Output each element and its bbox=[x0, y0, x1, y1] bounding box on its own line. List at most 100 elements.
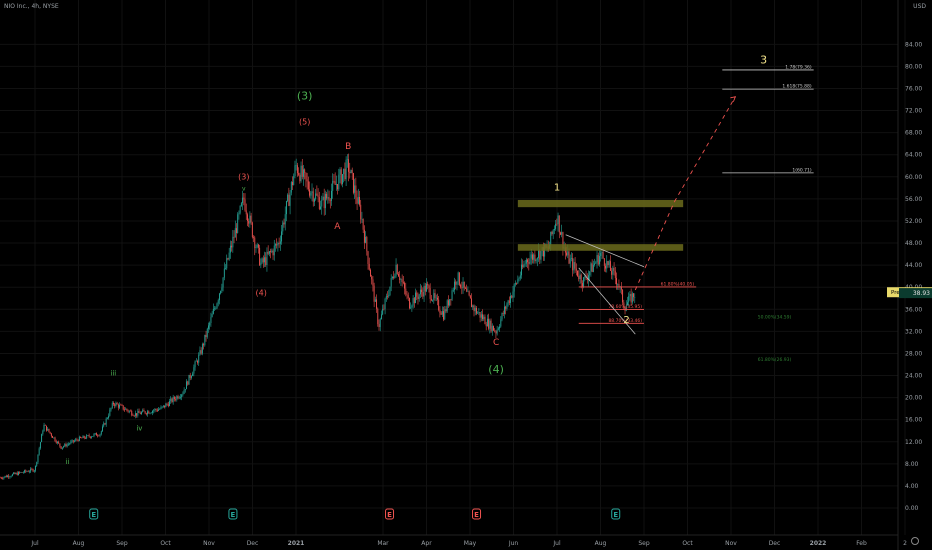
candle-body bbox=[86, 435, 88, 439]
candle-body bbox=[46, 425, 47, 431]
trend-line[interactable] bbox=[565, 234, 645, 268]
candle-body bbox=[408, 298, 410, 309]
candle-body bbox=[524, 263, 526, 265]
candle-body bbox=[273, 245, 275, 256]
candle-body bbox=[335, 184, 337, 185]
candle-body bbox=[54, 437, 56, 442]
x-tick-label: Sep bbox=[638, 540, 650, 547]
candle-body bbox=[148, 411, 150, 414]
candle-body bbox=[475, 307, 477, 314]
candle-body bbox=[211, 313, 213, 318]
candle-body bbox=[588, 275, 589, 280]
candle-body bbox=[247, 214, 248, 222]
candle-body bbox=[454, 281, 455, 291]
candle-body bbox=[355, 185, 357, 198]
candle-body bbox=[555, 223, 557, 229]
candle-body bbox=[395, 264, 397, 276]
candle-body bbox=[283, 222, 285, 225]
wave-label: (3) bbox=[297, 90, 313, 103]
candle-body bbox=[184, 389, 186, 391]
candle-body bbox=[573, 262, 575, 271]
earnings-badge[interactable] bbox=[89, 508, 99, 520]
candle-body bbox=[348, 159, 349, 172]
wave-label: ii bbox=[66, 458, 70, 466]
y-tick-label: 32.00 bbox=[905, 328, 922, 335]
candle-body bbox=[231, 245, 233, 248]
earnings-badge[interactable] bbox=[385, 508, 395, 520]
candle-body bbox=[160, 407, 162, 409]
candle-body bbox=[251, 222, 253, 238]
candle-body bbox=[266, 251, 268, 265]
candle-body bbox=[294, 165, 296, 177]
gear-icon[interactable] bbox=[911, 537, 919, 545]
candle-body bbox=[165, 403, 167, 408]
projection-line[interactable] bbox=[674, 96, 736, 202]
candle-body bbox=[301, 165, 303, 177]
candle-body bbox=[478, 312, 480, 313]
candle-body bbox=[276, 244, 278, 246]
y-tick-label: 52.00 bbox=[905, 218, 922, 225]
zone-rectangle[interactable] bbox=[517, 199, 684, 208]
candle-body bbox=[133, 415, 135, 417]
candle-body bbox=[104, 423, 106, 425]
candle-body bbox=[343, 168, 345, 175]
y-tick-label: 20.00 bbox=[905, 395, 922, 402]
earnings-badge[interactable] bbox=[611, 508, 621, 520]
candle-body bbox=[376, 299, 378, 309]
candle-body bbox=[411, 305, 413, 308]
x-tick-label: Mar bbox=[377, 540, 389, 547]
candle-body bbox=[109, 409, 111, 416]
candle-body bbox=[225, 268, 226, 270]
candle-body bbox=[119, 404, 121, 408]
x-tick-label: Aug bbox=[595, 540, 607, 547]
candle-body bbox=[500, 319, 502, 327]
candle-body bbox=[516, 283, 518, 284]
candle-body bbox=[370, 269, 371, 277]
earnings-badge[interactable] bbox=[228, 508, 238, 520]
candle-body bbox=[477, 312, 479, 314]
candle-body bbox=[30, 468, 32, 472]
candle-body bbox=[618, 284, 620, 288]
candle-body bbox=[127, 410, 129, 412]
candle-body bbox=[578, 275, 580, 280]
projection-line[interactable] bbox=[634, 201, 675, 291]
trend-line[interactable] bbox=[578, 267, 636, 335]
candle-body bbox=[551, 231, 553, 235]
zone-rectangle[interactable] bbox=[517, 244, 684, 251]
candle-body bbox=[363, 229, 365, 243]
earnings-badge[interactable] bbox=[472, 508, 482, 520]
currency-label: USD bbox=[913, 3, 926, 10]
candle-body bbox=[391, 276, 393, 278]
candle-body bbox=[606, 261, 608, 269]
candle-body bbox=[289, 192, 291, 206]
candle-body bbox=[292, 182, 293, 186]
candle-body bbox=[227, 258, 229, 260]
candle-body bbox=[172, 397, 174, 403]
candle-body bbox=[510, 295, 511, 304]
candle-body bbox=[450, 299, 452, 300]
y-tick-label: 28.00 bbox=[905, 350, 922, 357]
candle-body bbox=[333, 180, 335, 182]
candle-body bbox=[326, 193, 328, 199]
candle-body bbox=[282, 222, 284, 232]
candle-body bbox=[430, 298, 432, 301]
candle-body bbox=[110, 407, 112, 410]
candle-body bbox=[344, 168, 346, 180]
candle-body bbox=[65, 444, 67, 447]
candle-body bbox=[535, 259, 537, 262]
candle-body bbox=[539, 250, 541, 260]
candle-body bbox=[360, 204, 362, 220]
candle-body bbox=[205, 334, 207, 338]
candle-body bbox=[378, 324, 380, 328]
candle-body bbox=[538, 250, 540, 258]
candle-body bbox=[222, 277, 224, 288]
candle-body bbox=[209, 322, 211, 326]
candle-body bbox=[306, 179, 308, 182]
x-tick-label: Aug bbox=[73, 540, 85, 547]
candle-body bbox=[33, 470, 35, 472]
candle-body bbox=[623, 302, 625, 309]
candle-body bbox=[255, 247, 257, 249]
y-tick-label: 12.00 bbox=[905, 439, 922, 446]
